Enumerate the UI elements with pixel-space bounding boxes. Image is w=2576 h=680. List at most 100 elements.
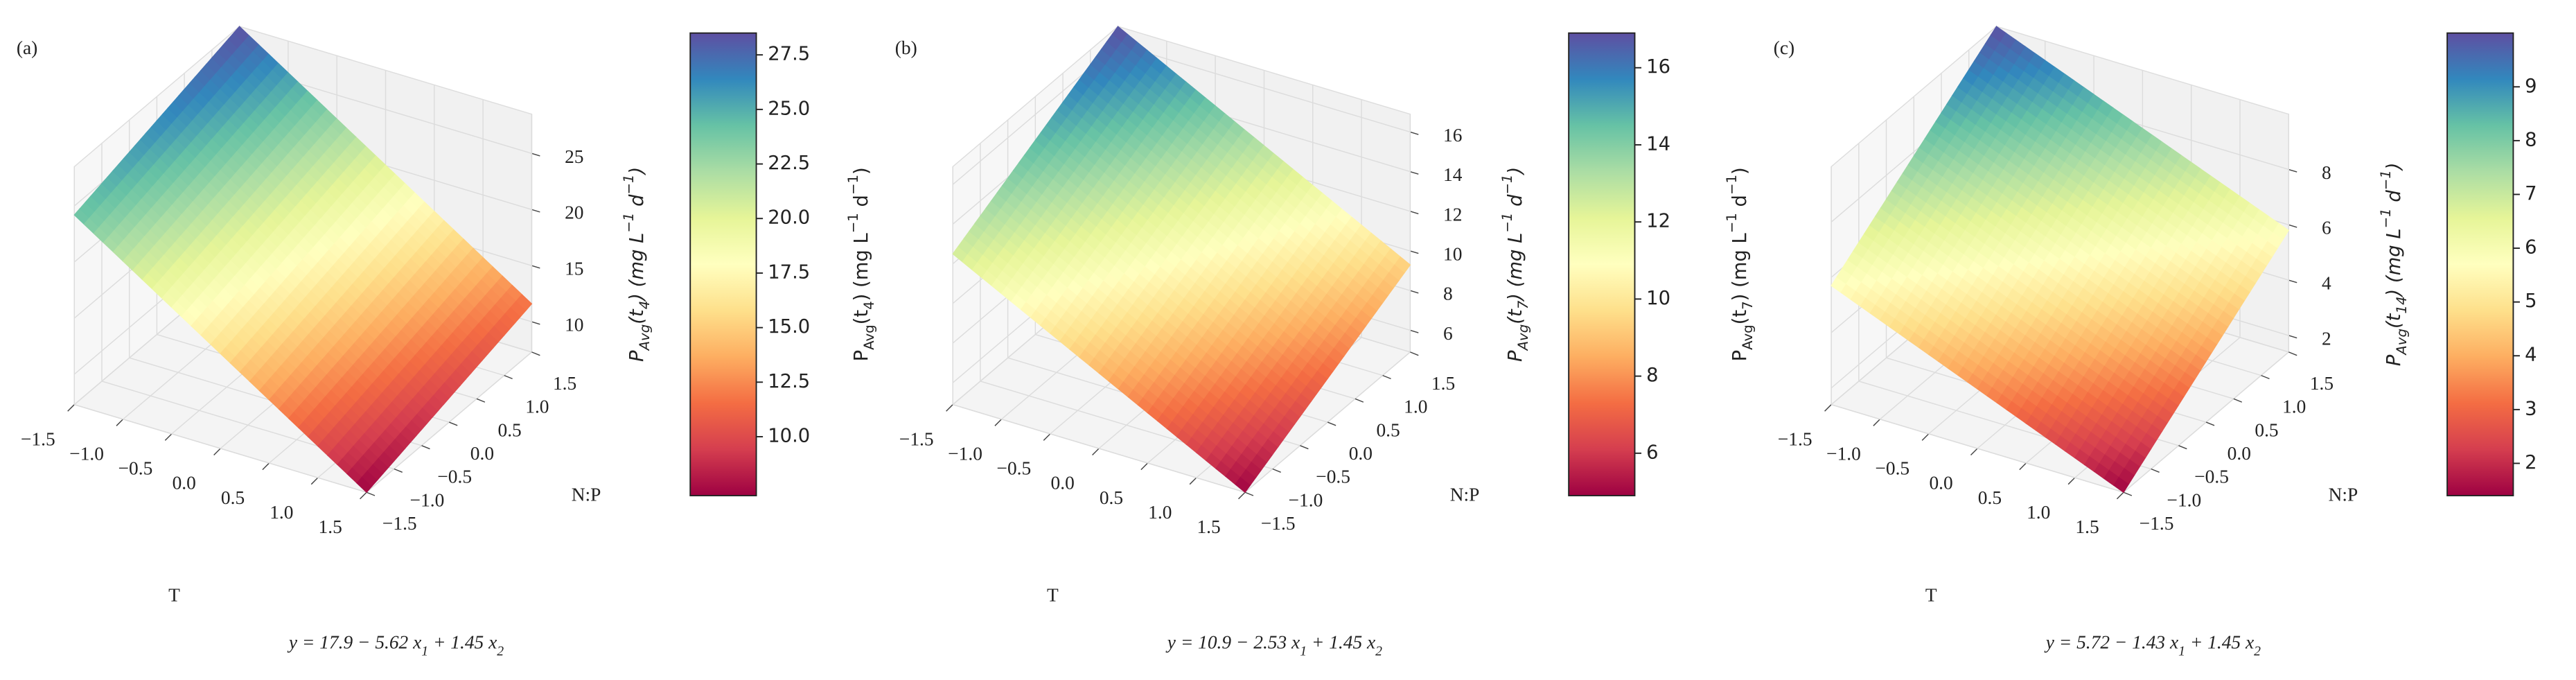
x-tick-label: −1.0 <box>1826 443 1861 464</box>
z-tick <box>1410 290 1419 294</box>
label-part: −1 <box>1724 175 1740 195</box>
z-tick-label: 6 <box>1443 323 1453 344</box>
x-tick-label: −0.5 <box>997 458 1032 479</box>
x-tick <box>2116 491 2124 500</box>
y-tick <box>2288 351 2297 356</box>
colorbar-tick-label: 5 <box>2525 290 2537 312</box>
label-part: (t <box>2383 313 2404 329</box>
y-tick-label: −0.5 <box>1316 467 1350 487</box>
z-tick <box>2288 224 2297 228</box>
surface-patch <box>1394 256 1411 273</box>
y-tick <box>2261 374 2270 380</box>
x-tick-label: 1.5 <box>1197 516 1220 537</box>
x-tick-label: 1.0 <box>270 502 293 523</box>
x-tick-label: 0.5 <box>221 487 245 508</box>
x-tick <box>1189 477 1197 485</box>
label-part: y = 10.9 − 2.53 x <box>1165 632 1300 653</box>
colorbar-tick-label: 16 <box>1646 56 1670 78</box>
label-part: 1 <box>421 643 428 659</box>
z-tick <box>531 209 540 213</box>
z-tick <box>531 152 540 157</box>
label-part: P <box>2383 354 2404 366</box>
y-tick-label: 0.0 <box>2227 443 2251 464</box>
y-tick <box>1382 374 1391 380</box>
colorbar-tick-label: 3 <box>2525 398 2537 419</box>
z-tick-label: 20 <box>565 202 583 223</box>
z-tick-label: 14 <box>1443 164 1463 185</box>
y-tick <box>1327 421 1336 426</box>
z-tick-label: 25 <box>565 146 583 167</box>
x-tick <box>116 419 124 426</box>
colorbar-tick-label: 15.0 <box>768 316 810 338</box>
label-part: ) (mg L <box>2383 228 2404 297</box>
x-tick-label: 1.0 <box>1148 502 1172 523</box>
x-tick <box>1092 448 1100 456</box>
y-tick <box>2151 468 2160 473</box>
x-tick <box>213 448 221 456</box>
x-tick-label: −1.0 <box>948 443 982 464</box>
y-tick-label: −1.0 <box>2167 489 2202 510</box>
y-tick <box>476 398 486 403</box>
colorbar-label: PAvg(t4) (mg L−1 d−1) <box>845 167 877 361</box>
x-tick <box>1140 462 1148 471</box>
label-part: 2 <box>1375 643 1382 659</box>
label-part: 1 <box>1300 643 1307 659</box>
y-tick-label: 1.5 <box>2310 373 2334 394</box>
label-part: Avg <box>2394 329 2410 356</box>
x-axis-label: T <box>1925 585 1937 606</box>
label-part: ) <box>2383 162 2404 171</box>
colorbar-tick-label: 7 <box>2525 183 2537 204</box>
y-tick-label: −1.5 <box>2140 513 2174 534</box>
z-tick <box>1410 250 1419 254</box>
x-axis-label: T <box>1047 585 1059 606</box>
y-tick <box>394 468 403 473</box>
colorbar-tick-label: 8 <box>1646 365 1658 386</box>
colorbar-tick-label: 27.5 <box>768 44 810 65</box>
panel-title: (c) <box>1774 37 1794 58</box>
label-part: (t <box>1729 310 1751 325</box>
z-tick <box>1410 131 1419 135</box>
grid-line <box>952 404 1246 493</box>
y-tick <box>2123 491 2133 496</box>
label-part: 7 <box>1740 301 1756 310</box>
z-tick-label: 15 <box>565 259 583 279</box>
label-part: ) <box>1504 167 1526 176</box>
label-part: −1 <box>1499 174 1515 194</box>
z-tick-label: 10 <box>565 315 583 335</box>
z-tick-label: 2 <box>2322 328 2331 349</box>
label-part: −1 <box>621 213 637 233</box>
x-tick <box>946 404 953 412</box>
x-tick-label: −1.0 <box>69 443 104 464</box>
colorbar-tick-label: 6 <box>1646 442 1658 463</box>
x-tick <box>262 462 270 471</box>
label-part: Avg <box>861 324 877 350</box>
z-tick-label: 8 <box>1443 284 1453 304</box>
label-part: ) (mg L <box>1729 232 1751 301</box>
z-tick <box>531 321 540 325</box>
label-part: 2 <box>497 643 504 659</box>
x-tick <box>1970 448 1978 456</box>
x-tick-label: 0.5 <box>1100 487 1123 508</box>
label-part: −1 <box>845 213 861 233</box>
x-tick <box>310 477 319 485</box>
grid-line <box>1830 404 2124 493</box>
label-part: y = 17.9 − 5.62 x <box>287 632 421 653</box>
colorbar-tick-label: 12 <box>1646 211 1670 232</box>
z-axis-label: PAvg(t14) (mg L−1 d−1) <box>2378 162 2410 366</box>
x-tick <box>2067 477 2076 485</box>
x-tick-label: 0.0 <box>173 473 196 494</box>
z-tick-label: 4 <box>2322 273 2331 294</box>
equation: y = 10.9 − 2.53 x1 + 1.45 x2 <box>1165 632 1382 659</box>
x-tick <box>1043 433 1051 441</box>
y-tick-label: 0.0 <box>470 443 494 464</box>
y-tick-label: 1.5 <box>553 373 576 394</box>
equation: y = 17.9 − 5.62 x1 + 1.45 x2 <box>287 632 504 659</box>
y-tick-label: −0.5 <box>2194 467 2229 487</box>
x-tick-label: −1.5 <box>1778 428 1812 449</box>
y-tick <box>421 445 430 450</box>
y-tick <box>531 351 540 356</box>
